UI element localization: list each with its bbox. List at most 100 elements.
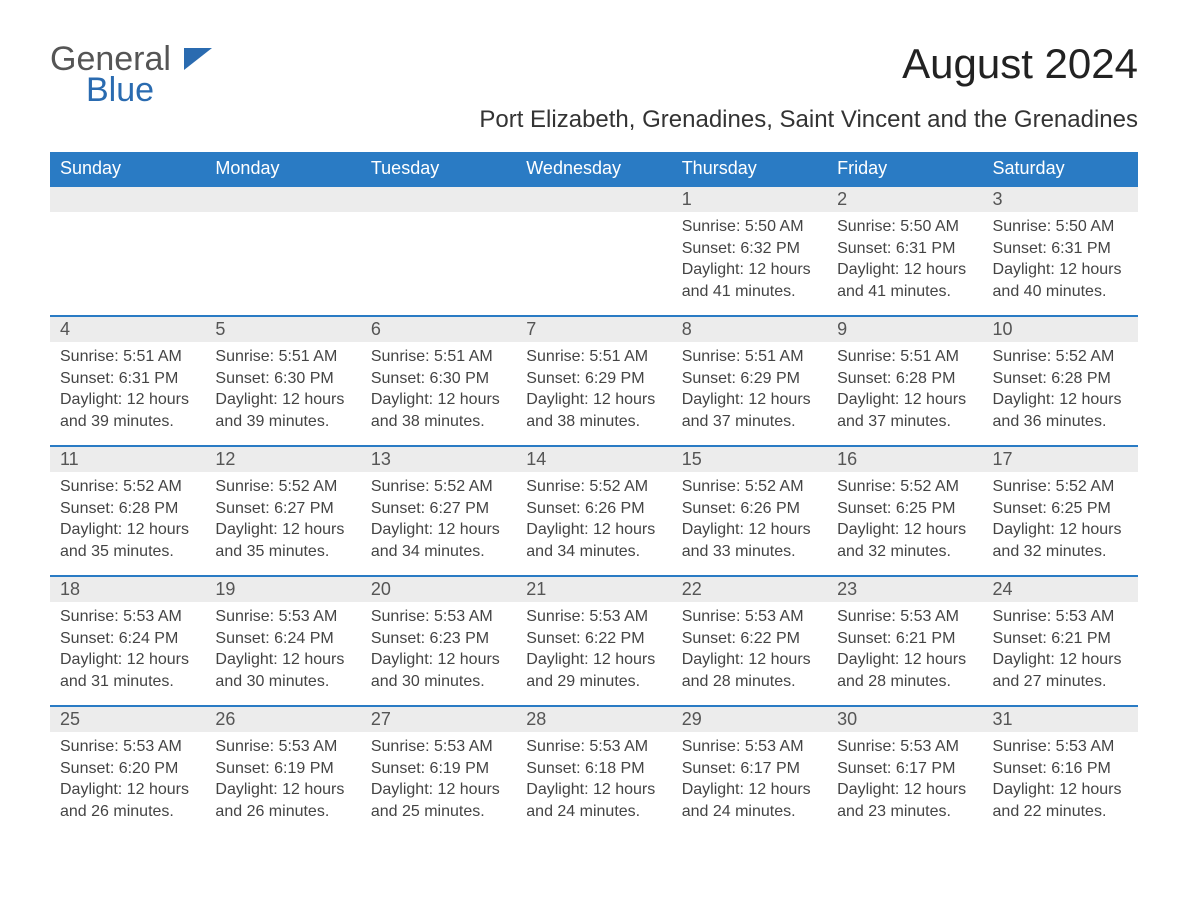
calendar-day-cell: 8Sunrise: 5:51 AMSunset: 6:29 PMDaylight…	[672, 316, 827, 446]
daylight-line: Daylight: 12 hours and 30 minutes.	[371, 649, 506, 692]
daylight-line: Daylight: 12 hours and 41 minutes.	[837, 259, 972, 302]
calendar-day-cell: 31Sunrise: 5:53 AMSunset: 6:16 PMDayligh…	[983, 706, 1138, 835]
daylight-line: Daylight: 12 hours and 33 minutes.	[682, 519, 817, 562]
day-number: 24	[983, 577, 1138, 602]
day-content: Sunrise: 5:53 AMSunset: 6:19 PMDaylight:…	[361, 732, 516, 832]
day-number: 17	[983, 447, 1138, 472]
day-content: Sunrise: 5:52 AMSunset: 6:28 PMDaylight:…	[50, 472, 205, 572]
daylight-line: Daylight: 12 hours and 31 minutes.	[60, 649, 195, 692]
sunset-line: Sunset: 6:21 PM	[837, 628, 972, 650]
sunrise-line: Sunrise: 5:50 AM	[837, 216, 972, 238]
logo: General Blue	[50, 40, 212, 110]
calendar-week-row: 4Sunrise: 5:51 AMSunset: 6:31 PMDaylight…	[50, 316, 1138, 446]
daylight-line: Daylight: 12 hours and 23 minutes.	[837, 779, 972, 822]
day-number: 3	[983, 187, 1138, 212]
sunrise-line: Sunrise: 5:50 AM	[682, 216, 817, 238]
day-number: 6	[361, 317, 516, 342]
day-content: Sunrise: 5:50 AMSunset: 6:32 PMDaylight:…	[672, 212, 827, 312]
sunrise-line: Sunrise: 5:51 AM	[60, 346, 195, 368]
day-content: Sunrise: 5:52 AMSunset: 6:28 PMDaylight:…	[983, 342, 1138, 442]
day-content: Sunrise: 5:53 AMSunset: 6:21 PMDaylight:…	[827, 602, 982, 702]
daylight-line: Daylight: 12 hours and 22 minutes.	[993, 779, 1128, 822]
sunset-line: Sunset: 6:17 PM	[837, 758, 972, 780]
day-content: Sunrise: 5:53 AMSunset: 6:17 PMDaylight:…	[672, 732, 827, 832]
sunrise-line: Sunrise: 5:52 AM	[60, 476, 195, 498]
sunset-line: Sunset: 6:17 PM	[682, 758, 817, 780]
sunset-line: Sunset: 6:27 PM	[215, 498, 350, 520]
calendar-day-cell: 22Sunrise: 5:53 AMSunset: 6:22 PMDayligh…	[672, 576, 827, 706]
daylight-line: Daylight: 12 hours and 39 minutes.	[60, 389, 195, 432]
calendar-day-cell: 26Sunrise: 5:53 AMSunset: 6:19 PMDayligh…	[205, 706, 360, 835]
logo-text-blue: Blue	[86, 71, 212, 110]
weekday-header: Thursday	[672, 152, 827, 186]
sunrise-line: Sunrise: 5:53 AM	[682, 606, 817, 628]
sunset-line: Sunset: 6:31 PM	[60, 368, 195, 390]
title-block: August 2024 Port Elizabeth, Grenadines, …	[479, 40, 1138, 134]
sunrise-line: Sunrise: 5:53 AM	[682, 736, 817, 758]
weekday-header: Friday	[827, 152, 982, 186]
calendar-day-cell: 4Sunrise: 5:51 AMSunset: 6:31 PMDaylight…	[50, 316, 205, 446]
day-number: 25	[50, 707, 205, 732]
daylight-line: Daylight: 12 hours and 24 minutes.	[526, 779, 661, 822]
day-number: 16	[827, 447, 982, 472]
calendar-body: 1Sunrise: 5:50 AMSunset: 6:32 PMDaylight…	[50, 186, 1138, 835]
sunset-line: Sunset: 6:23 PM	[371, 628, 506, 650]
sunset-line: Sunset: 6:25 PM	[837, 498, 972, 520]
sunrise-line: Sunrise: 5:53 AM	[371, 736, 506, 758]
calendar-day-cell	[516, 186, 671, 316]
day-content: Sunrise: 5:52 AMSunset: 6:27 PMDaylight:…	[205, 472, 360, 572]
calendar-day-cell: 23Sunrise: 5:53 AMSunset: 6:21 PMDayligh…	[827, 576, 982, 706]
calendar-day-cell: 17Sunrise: 5:52 AMSunset: 6:25 PMDayligh…	[983, 446, 1138, 576]
sunrise-line: Sunrise: 5:52 AM	[371, 476, 506, 498]
daylight-line: Daylight: 12 hours and 24 minutes.	[682, 779, 817, 822]
day-number: 29	[672, 707, 827, 732]
calendar-day-cell: 16Sunrise: 5:52 AMSunset: 6:25 PMDayligh…	[827, 446, 982, 576]
month-title: August 2024	[479, 40, 1138, 88]
calendar-day-cell: 11Sunrise: 5:52 AMSunset: 6:28 PMDayligh…	[50, 446, 205, 576]
day-content: Sunrise: 5:53 AMSunset: 6:18 PMDaylight:…	[516, 732, 671, 832]
sunset-line: Sunset: 6:28 PM	[993, 368, 1128, 390]
sunrise-line: Sunrise: 5:51 AM	[682, 346, 817, 368]
sunrise-line: Sunrise: 5:50 AM	[993, 216, 1128, 238]
day-number: 26	[205, 707, 360, 732]
daylight-line: Daylight: 12 hours and 29 minutes.	[526, 649, 661, 692]
day-number: 27	[361, 707, 516, 732]
sunset-line: Sunset: 6:28 PM	[837, 368, 972, 390]
day-number: 8	[672, 317, 827, 342]
sunset-line: Sunset: 6:19 PM	[215, 758, 350, 780]
daylight-line: Daylight: 12 hours and 25 minutes.	[371, 779, 506, 822]
day-number: 7	[516, 317, 671, 342]
day-content: Sunrise: 5:51 AMSunset: 6:28 PMDaylight:…	[827, 342, 982, 442]
day-number: 11	[50, 447, 205, 472]
day-content: Sunrise: 5:51 AMSunset: 6:29 PMDaylight:…	[672, 342, 827, 442]
sunset-line: Sunset: 6:19 PM	[371, 758, 506, 780]
day-number: 15	[672, 447, 827, 472]
calendar-table: SundayMondayTuesdayWednesdayThursdayFrid…	[50, 152, 1138, 835]
calendar-day-cell: 18Sunrise: 5:53 AMSunset: 6:24 PMDayligh…	[50, 576, 205, 706]
day-content: Sunrise: 5:51 AMSunset: 6:30 PMDaylight:…	[205, 342, 360, 442]
day-content: Sunrise: 5:53 AMSunset: 6:20 PMDaylight:…	[50, 732, 205, 832]
daylight-line: Daylight: 12 hours and 26 minutes.	[215, 779, 350, 822]
calendar-day-cell: 10Sunrise: 5:52 AMSunset: 6:28 PMDayligh…	[983, 316, 1138, 446]
sunset-line: Sunset: 6:20 PM	[60, 758, 195, 780]
daylight-line: Daylight: 12 hours and 32 minutes.	[837, 519, 972, 562]
day-content: Sunrise: 5:51 AMSunset: 6:29 PMDaylight:…	[516, 342, 671, 442]
day-number: 28	[516, 707, 671, 732]
sunrise-line: Sunrise: 5:51 AM	[526, 346, 661, 368]
day-number: 18	[50, 577, 205, 602]
calendar-day-cell: 14Sunrise: 5:52 AMSunset: 6:26 PMDayligh…	[516, 446, 671, 576]
daylight-line: Daylight: 12 hours and 39 minutes.	[215, 389, 350, 432]
weekday-header: Sunday	[50, 152, 205, 186]
daylight-line: Daylight: 12 hours and 37 minutes.	[682, 389, 817, 432]
calendar-day-cell	[50, 186, 205, 316]
daylight-line: Daylight: 12 hours and 41 minutes.	[682, 259, 817, 302]
day-number: 19	[205, 577, 360, 602]
sunrise-line: Sunrise: 5:53 AM	[215, 606, 350, 628]
calendar-day-cell: 12Sunrise: 5:52 AMSunset: 6:27 PMDayligh…	[205, 446, 360, 576]
sunset-line: Sunset: 6:32 PM	[682, 238, 817, 260]
weekday-header: Monday	[205, 152, 360, 186]
sunrise-line: Sunrise: 5:52 AM	[993, 476, 1128, 498]
day-content: Sunrise: 5:53 AMSunset: 6:16 PMDaylight:…	[983, 732, 1138, 832]
sunrise-line: Sunrise: 5:53 AM	[837, 606, 972, 628]
sunset-line: Sunset: 6:30 PM	[215, 368, 350, 390]
